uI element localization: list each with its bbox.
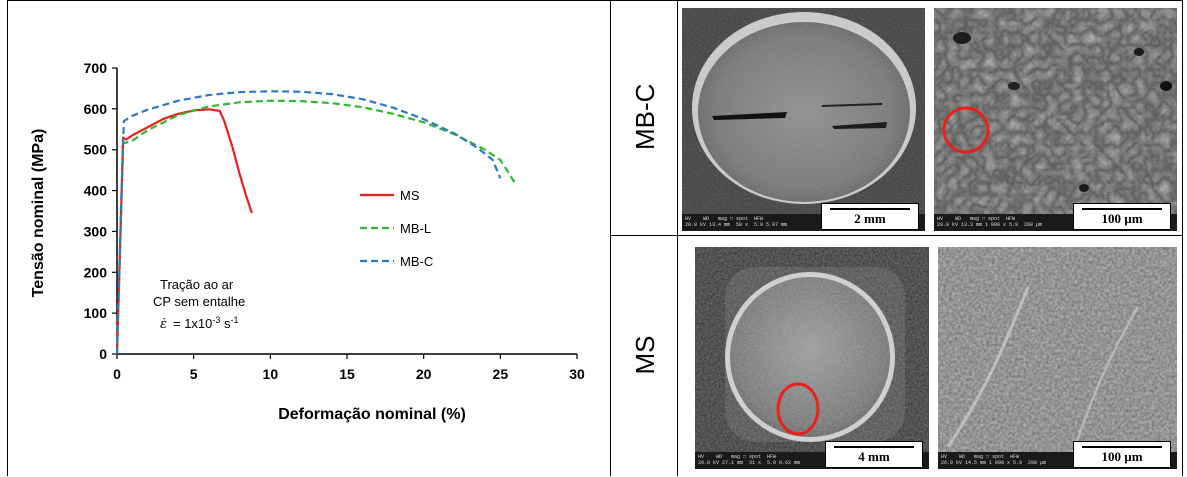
sem-databar-text: HV WD mag □ spot HFW 20.0 kV 14.5 mm 1 0…: [941, 454, 1047, 466]
scale-bar-label: 100 µm: [1101, 211, 1143, 226]
dimple-surface-graphic: [934, 8, 1177, 231]
highlight-circle: [776, 382, 820, 436]
strain-rate-unit: s: [220, 316, 231, 331]
x-tick-label: 5: [190, 366, 198, 382]
test-conditions-annotation: Tração ao ar CP sem entalhe ε̇ = 1x10-3 s…: [153, 277, 245, 332]
strain-rate-symbol: ε̇: [160, 317, 167, 332]
strain-rate-unit-exponent: -1: [231, 315, 239, 325]
sem-image-ms-macro: HV WD mag □ spot HFW 20.0 kV 27.1 mm 31 …: [695, 247, 929, 469]
chart-axes: [116, 68, 577, 355]
scale-bar: 100 µm: [1073, 203, 1171, 230]
chart-series-layer: [115, 90, 517, 355]
annotation-line-1: Tração ao ar: [160, 277, 234, 292]
y-tick-label: 500: [84, 142, 108, 158]
annotation-line-2: CP sem entalhe: [153, 294, 245, 309]
strain-rate-exponent: -3: [212, 315, 220, 325]
y-axis-label: Tensão nominal (MPa): [30, 129, 47, 298]
sem-databar-text: HV WD mag □ spot HFW 20.0 kV 13.3 mm 1 0…: [937, 216, 1043, 228]
strain-rate-value: = 1x10: [173, 316, 212, 331]
fracture-surface-graphic: [682, 8, 925, 231]
y-tick-label: 700: [84, 60, 108, 76]
annotation-line-3: ε̇ = 1x10-3 s-1: [160, 315, 239, 332]
scale-bar: 100 µm: [1073, 441, 1171, 468]
series-line-mb-l: [115, 99, 517, 355]
y-tick-label: 600: [84, 101, 108, 117]
x-tick-label: 15: [339, 366, 355, 382]
label-column-divider: [677, 0, 678, 476]
fracture-surface-graphic: [695, 247, 929, 469]
scale-bar-line: [834, 446, 914, 448]
scale-bar-label: 4 mm: [858, 449, 890, 464]
scale-bar-line: [1082, 208, 1162, 210]
x-tick-label: 0: [113, 366, 121, 382]
sem-image-ms-micro: HV WD mag □ spot HFW 20.0 kV 14.5 mm 1 0…: [938, 247, 1177, 469]
sem-image-mbc-micro: HV WD mag □ spot HFW 20.0 kV 13.3 mm 1 0…: [934, 8, 1177, 231]
column-divider: [610, 0, 611, 476]
scale-bar-line: [830, 208, 910, 210]
series-line-mb-c: [115, 90, 502, 355]
legend-label-mb-l: MB-L: [400, 221, 431, 236]
x-tick-label: 30: [569, 366, 585, 382]
table-right-border: [1182, 0, 1183, 476]
y-tick-label: 400: [84, 183, 108, 199]
row-divider: [610, 235, 1183, 236]
sem-databar-text: HV WD mag □ spot HFW 20.0 kV 27.1 mm 31 …: [698, 454, 801, 466]
y-tick-label: 0: [99, 346, 107, 362]
scale-bar-line: [1082, 446, 1162, 448]
row-label-ms: MS: [630, 335, 660, 375]
scale-bar: 4 mm: [825, 441, 923, 468]
scale-bar-label: 100 µm: [1101, 449, 1143, 464]
scale-bar: 2 mm: [821, 203, 919, 230]
x-tick-label: 25: [493, 366, 509, 382]
x-tick-label: 20: [416, 366, 432, 382]
sem-databar-text: HV WD mag □ spot HFW 20.0 kV 13.4 mm 50 …: [685, 216, 788, 228]
figure-table: 0 5 10 15 20 25 30 0 100 200 300 400 500 600 700 MS MB-…: [7, 0, 1183, 476]
legend-label-ms: MS: [400, 188, 420, 203]
table-left-border: [7, 0, 8, 476]
y-tick-label: 200: [84, 264, 108, 280]
y-tick-label: 100: [84, 305, 108, 321]
row-label-mbc: MB-C: [630, 83, 660, 150]
dimple-surface-graphic: [938, 247, 1177, 469]
legend-label-mb-c: MB-C: [400, 254, 433, 269]
x-axis-label: Deformação nominal (%): [278, 406, 466, 423]
table-top-border: [7, 0, 1183, 1]
chart-legend: MS MB-L MB-C: [360, 188, 433, 269]
y-tick-label: 300: [84, 223, 108, 239]
sem-image-mbc-macro: HV WD mag □ spot HFW 20.0 kV 13.4 mm 50 …: [682, 8, 925, 231]
x-tick-label: 10: [263, 366, 279, 382]
scale-bar-label: 2 mm: [854, 211, 886, 226]
highlight-circle: [942, 106, 990, 154]
